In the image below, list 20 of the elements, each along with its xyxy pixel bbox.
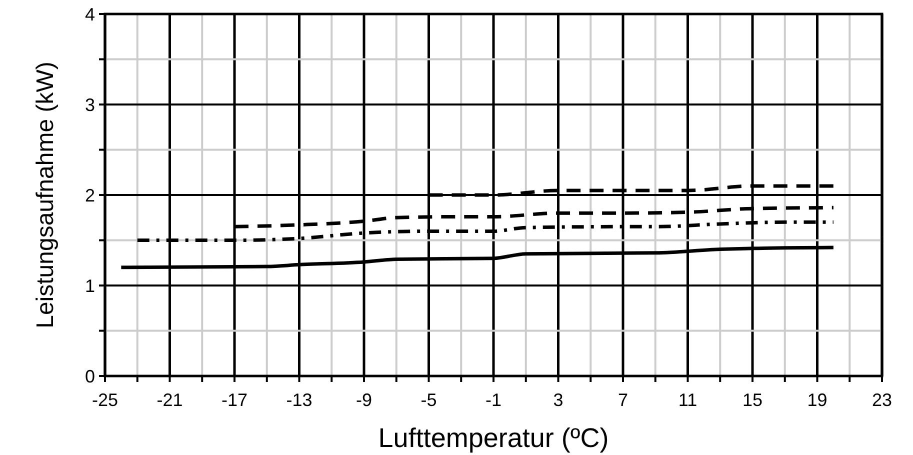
- x-tick-label: 7: [618, 390, 628, 410]
- x-tick-label: -21: [156, 390, 183, 410]
- y-axis-title: Leistungsaufnahme (kW): [32, 62, 59, 328]
- x-tick-label: -25: [92, 390, 118, 410]
- y-tick-label: 3: [84, 94, 95, 115]
- x-tick-label: -17: [221, 390, 248, 410]
- x-tick-label: -1: [485, 390, 502, 410]
- x-tick-label: 11: [678, 390, 698, 410]
- x-axis-title: Lufttemperatur (ºC): [378, 423, 609, 453]
- x-tick-label: 19: [807, 390, 828, 410]
- x-tick-label: -13: [286, 390, 312, 410]
- x-tick-label: -9: [356, 390, 372, 410]
- x-tick-label: 3: [553, 390, 564, 410]
- y-tick-label: 2: [84, 185, 95, 206]
- x-tick-label: 23: [872, 390, 892, 410]
- y-tick-label: 4: [84, 4, 95, 24]
- y-tick-label: 0: [84, 366, 95, 386]
- x-tick-label: -5: [420, 390, 437, 410]
- y-tick-label: 1: [84, 276, 95, 296]
- x-tick-label: 15: [742, 390, 763, 410]
